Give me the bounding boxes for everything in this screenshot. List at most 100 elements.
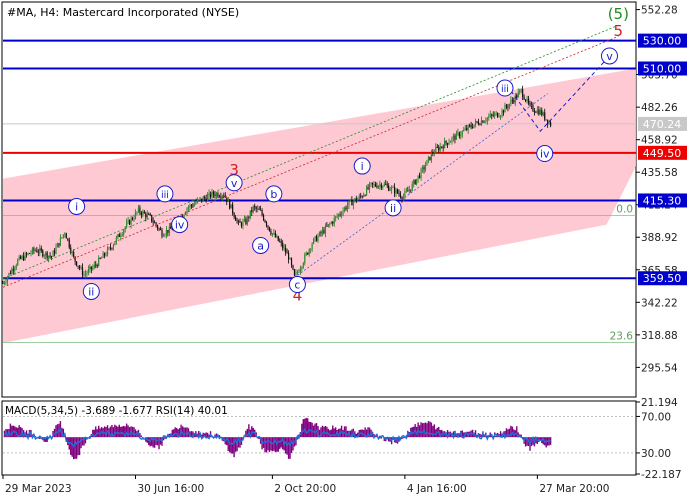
wave-label: (5) — [608, 5, 629, 23]
macd-bar — [398, 437, 400, 442]
candle-body — [480, 120, 483, 125]
macd-bar — [320, 427, 322, 438]
candle-body — [486, 117, 488, 121]
candle-body — [270, 231, 272, 235]
fib-level-label: 23.6 — [610, 330, 634, 342]
macd-bar — [171, 429, 173, 438]
candle-body — [504, 105, 506, 113]
candle-body — [240, 222, 243, 227]
candle-body — [349, 199, 352, 201]
candle-body — [186, 208, 188, 213]
candle-body — [413, 180, 415, 184]
price-tick-label: 482.26 — [641, 102, 678, 114]
level-label: 415.30 — [643, 194, 682, 207]
candle-body — [254, 206, 256, 208]
wave-label: 4 — [293, 287, 303, 305]
candle-body — [11, 269, 13, 274]
macd-bar — [440, 429, 443, 438]
macd-bar — [18, 425, 20, 438]
candle-body — [464, 128, 466, 130]
macd-bar — [270, 437, 272, 451]
macd-bar — [173, 429, 175, 438]
indicator-label: MACD(5,34,5) -3.689 -1.677 RSI(14) 40.01 — [5, 405, 228, 417]
candle-body — [50, 256, 53, 258]
candle-body — [40, 248, 42, 251]
macd-bar — [131, 426, 134, 438]
candle-body — [461, 131, 463, 135]
macd-bar — [233, 437, 235, 458]
candle-body — [277, 236, 279, 241]
wave-label: ii — [88, 285, 94, 298]
macd-bar — [145, 437, 147, 442]
candle-body — [489, 114, 491, 117]
candle-body — [296, 272, 299, 273]
macd-bar — [156, 437, 159, 446]
candle-body — [354, 198, 356, 202]
macd-bar — [432, 425, 434, 438]
candle-body — [357, 198, 359, 201]
candle-body — [497, 112, 499, 118]
macd-bar — [411, 427, 413, 438]
candle-body — [476, 121, 478, 123]
candle-body — [49, 255, 51, 257]
candle-body — [324, 225, 326, 234]
candle-body — [2, 283, 4, 284]
candle-body — [239, 221, 241, 223]
macd-bar — [277, 437, 279, 452]
candle-body — [452, 135, 455, 138]
candle-body — [351, 199, 353, 206]
candle-body — [358, 195, 360, 199]
candle-body — [536, 109, 538, 113]
candle-body — [335, 216, 337, 219]
candle-body — [267, 225, 269, 228]
candle-body — [299, 268, 301, 273]
macd-bar — [268, 437, 271, 452]
macd-bar — [153, 437, 156, 448]
macd-bar — [279, 437, 281, 449]
candle-body — [260, 209, 262, 211]
candle-body — [438, 147, 440, 151]
macd-bar — [212, 436, 215, 438]
candle-body — [458, 132, 460, 137]
candle-body — [165, 229, 168, 235]
candle-body — [232, 204, 234, 214]
time-tick-label: 30 Jun 16:00 — [137, 483, 204, 495]
candle-body — [364, 195, 366, 197]
wave-label: ii — [390, 202, 396, 215]
candle-body — [89, 266, 91, 270]
macd-bar — [78, 437, 81, 456]
candle-body — [130, 218, 132, 225]
candle-body — [416, 178, 418, 185]
candle-body — [402, 196, 405, 200]
macd-bar — [542, 437, 544, 445]
candle-body — [426, 160, 428, 166]
macd-bar — [420, 422, 422, 438]
candle-body — [363, 195, 365, 197]
candle-body — [143, 211, 145, 214]
macd-bar — [25, 430, 28, 438]
candle-body — [355, 198, 357, 201]
candle-body — [430, 152, 432, 161]
candle-body — [301, 267, 303, 269]
macd-bar — [215, 433, 218, 438]
macd-bar — [355, 433, 358, 438]
macd-bar — [174, 427, 176, 438]
macd-bar — [474, 430, 477, 438]
wave-label-circle — [156, 185, 174, 203]
candle-body — [56, 243, 59, 248]
macd-bar — [334, 427, 337, 438]
candle-body — [202, 197, 204, 202]
candle-body — [535, 112, 537, 113]
candle-body — [192, 205, 194, 207]
macd-bar — [249, 429, 252, 438]
level-label: 359.50 — [643, 272, 682, 285]
candle-body — [102, 253, 104, 258]
indicator-tick-label: 70.00 — [641, 411, 671, 423]
candle-body — [389, 189, 391, 191]
candle-body — [524, 99, 527, 102]
macd-bar — [245, 430, 247, 438]
macd-bar — [127, 425, 129, 438]
candle-body — [18, 256, 20, 260]
level-label-box — [638, 145, 687, 160]
candle-body — [193, 203, 195, 207]
